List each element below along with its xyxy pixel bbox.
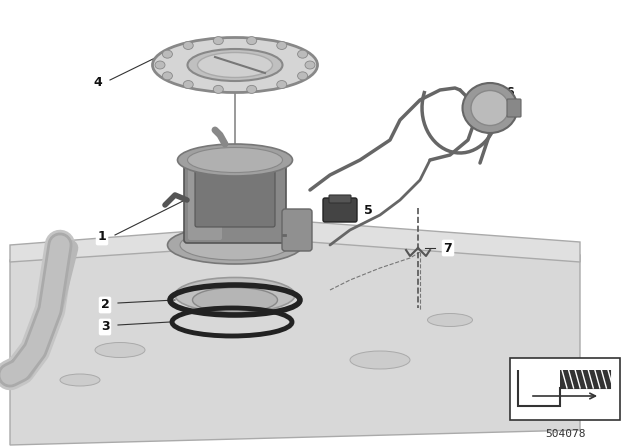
Text: 5: 5 — [364, 204, 372, 217]
FancyBboxPatch shape — [507, 99, 521, 117]
Text: 7: 7 — [444, 241, 452, 254]
Ellipse shape — [471, 90, 509, 125]
Ellipse shape — [213, 37, 223, 45]
Ellipse shape — [350, 351, 410, 369]
Ellipse shape — [60, 374, 100, 386]
Ellipse shape — [305, 61, 315, 69]
Ellipse shape — [155, 61, 165, 69]
Polygon shape — [10, 222, 580, 262]
Ellipse shape — [213, 86, 223, 93]
Ellipse shape — [246, 37, 257, 45]
Ellipse shape — [175, 277, 295, 313]
Ellipse shape — [183, 81, 193, 89]
Text: 4: 4 — [93, 76, 102, 89]
FancyBboxPatch shape — [184, 157, 286, 243]
Ellipse shape — [180, 230, 290, 260]
FancyBboxPatch shape — [282, 209, 312, 251]
Ellipse shape — [463, 83, 518, 133]
Ellipse shape — [188, 147, 282, 172]
Ellipse shape — [183, 42, 193, 49]
Text: 2: 2 — [100, 298, 109, 311]
Ellipse shape — [188, 49, 282, 81]
Ellipse shape — [298, 50, 308, 58]
Ellipse shape — [198, 52, 273, 78]
Ellipse shape — [428, 314, 472, 327]
FancyBboxPatch shape — [329, 195, 351, 203]
Text: 6: 6 — [506, 86, 515, 99]
Ellipse shape — [163, 50, 172, 58]
Ellipse shape — [246, 86, 257, 93]
FancyBboxPatch shape — [560, 370, 610, 388]
Ellipse shape — [276, 81, 287, 89]
Ellipse shape — [95, 343, 145, 358]
Text: 1: 1 — [98, 231, 106, 244]
Polygon shape — [10, 235, 580, 445]
FancyBboxPatch shape — [188, 160, 222, 240]
Ellipse shape — [177, 144, 292, 176]
FancyBboxPatch shape — [323, 198, 357, 222]
Text: 3: 3 — [100, 320, 109, 333]
FancyBboxPatch shape — [510, 358, 620, 420]
Ellipse shape — [152, 38, 317, 92]
Ellipse shape — [168, 226, 303, 264]
Ellipse shape — [276, 42, 287, 49]
Ellipse shape — [193, 288, 278, 313]
FancyBboxPatch shape — [195, 168, 275, 227]
Ellipse shape — [163, 72, 172, 80]
Ellipse shape — [298, 72, 308, 80]
Text: 504078: 504078 — [545, 429, 585, 439]
